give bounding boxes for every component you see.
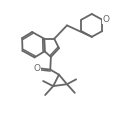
Text: O: O [34,64,41,73]
Text: O: O [103,15,109,23]
